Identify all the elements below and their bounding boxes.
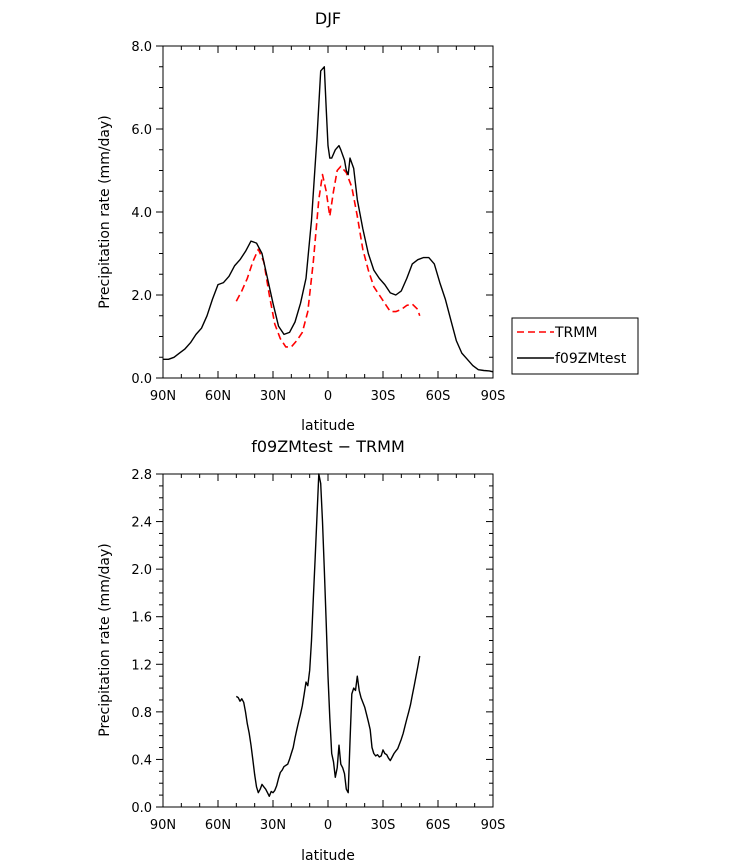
legend: TRMM f09ZMtest <box>511 317 639 375</box>
y-tick-labels-difference: 0.0 0.4 0.8 1.2 1.6 2.0 2.4 2.8 <box>131 468 152 816</box>
x-tick-label: 90N <box>150 389 176 404</box>
y-tick-label: 0.4 <box>131 753 152 768</box>
y-tick-label: 4.0 <box>131 206 152 221</box>
legend-box <box>511 317 639 375</box>
y-tick-label: 1.6 <box>131 611 152 626</box>
y-tick-label: 2.0 <box>131 563 152 578</box>
x-tick-label: 30S <box>371 389 396 404</box>
x-axis-label-difference: latitude <box>301 848 355 864</box>
x-tick-label: 30N <box>260 818 286 833</box>
x-tick-label: 90N <box>150 818 176 833</box>
y-axis-label-djf: Precipitation rate (mm/day) <box>97 115 113 309</box>
chart-title-difference: f09ZMtest − TRMM <box>251 437 405 456</box>
x-tick-label: 0 <box>324 818 332 833</box>
x-tick-label: 90S <box>481 818 506 833</box>
series-line-f09zmtest <box>163 66 494 373</box>
chart-title-djf: DJF <box>315 9 341 28</box>
series-group-djf <box>163 66 494 373</box>
x-tick-label: 60S <box>426 389 451 404</box>
ticks-group-difference <box>156 473 494 808</box>
ticks-group-djf <box>156 45 494 379</box>
series-line-f09zmtest-trmm <box>235 473 421 797</box>
x-tick-label: 90S <box>481 389 506 404</box>
x-tick-labels-djf: 90N 60N 30N 0 30S 60S 90S <box>150 389 506 404</box>
y-tick-label: 2.8 <box>131 468 152 483</box>
x-tick-label: 0 <box>324 389 332 404</box>
series-group-difference <box>235 473 421 797</box>
legend-f09zmtest-label: f09ZMtest <box>555 351 627 367</box>
plot-frame-djf <box>162 45 494 379</box>
y-tick-label: 6.0 <box>131 123 152 138</box>
x-tick-labels-difference: 90N 60N 30N 0 30S 60S 90S <box>150 818 506 833</box>
y-tick-label: 2.4 <box>131 516 152 531</box>
panel-difference: f09ZMtest − TRMM 90N 60N 30N 0 30S 60S 90S 0.0… <box>97 437 505 864</box>
y-tick-label: 0.0 <box>131 372 152 387</box>
x-tick-label: 60S <box>426 818 451 833</box>
y-tick-label: 2.0 <box>131 289 152 304</box>
x-axis-label-djf: latitude <box>301 418 355 434</box>
x-tick-label: 60N <box>205 389 231 404</box>
y-tick-label: 1.2 <box>131 658 152 673</box>
y-tick-label: 0.8 <box>131 706 152 721</box>
x-tick-label: 60N <box>205 818 231 833</box>
y-tick-labels-djf: 0.0 2.0 4.0 6.0 8.0 <box>131 40 152 387</box>
y-tick-label: 0.0 <box>131 801 152 816</box>
y-tick-label: 8.0 <box>131 40 152 55</box>
x-tick-label: 30S <box>371 818 396 833</box>
y-axis-label-difference: Precipitation rate (mm/day) <box>97 543 113 737</box>
legend-trmm-label: TRMM <box>554 325 597 341</box>
series-line-trmm <box>235 165 421 348</box>
panel-djf: DJF 90N 60N 30N 0 30S 60S 90S 0.02.04.06.08.0 … <box>97 9 639 434</box>
x-tick-label: 30N <box>260 389 286 404</box>
plot-frame-difference <box>162 473 494 808</box>
